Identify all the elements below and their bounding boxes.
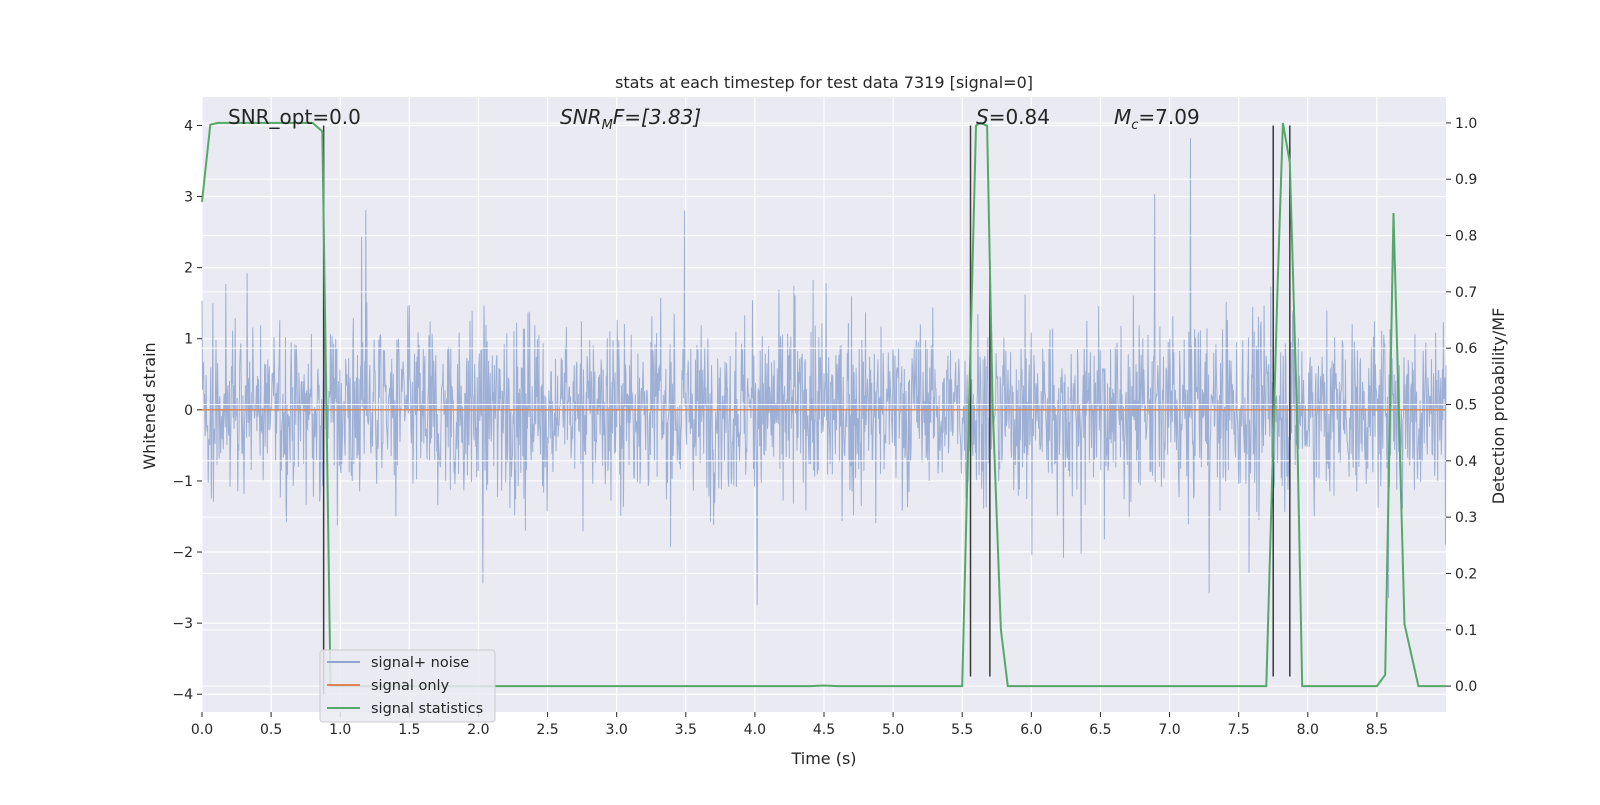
x-tick-label: 7.5 [1228,722,1250,738]
x-tick-label: 4.5 [813,722,835,738]
legend-box [319,649,496,723]
snr-mf-annotation: SNRMF=[3.83] [560,105,701,133]
signal-plus-noise-line [201,138,1447,606]
legend-label-signal-statistics: signal statistics [371,701,483,717]
left-tick-label: 2 [184,261,193,277]
x-tick-label: 1.0 [329,722,351,738]
right-axis-ticks: 1.0 0.9 0.8 0.7 0.6 0.5 0.4 0.3 0.2 0.1 0.0 [1446,116,1477,695]
left-axis-ticks: 4 3 2 1 0 −1 −2 −3 −4 [172,118,202,703]
x-tick-label: 8.0 [1297,722,1319,738]
left-tick-label: −2 [172,545,193,561]
left-tick-label: 0 [184,403,193,419]
left-tick-label: 3 [184,190,193,206]
x-tick-label: 5.0 [882,722,904,738]
x-tick-label: 6.0 [1020,722,1042,738]
signal-statistics-series [201,121,1446,688]
right-tick-label: 0.9 [1455,172,1477,188]
x-axis-label: Time (s) [790,749,856,768]
legend-label-signal-plus-noise: signal+ noise [371,655,469,671]
legend: signal+ noise signal only signal statist… [319,649,496,723]
x-tick-label: 7.0 [1158,722,1180,738]
x-tick-label: 5.5 [951,722,973,738]
x-tick-label: 2.0 [467,722,489,738]
right-tick-label: 0.8 [1455,229,1477,245]
x-tick-label: 0.5 [260,722,282,738]
left-tick-label: −4 [172,687,193,703]
signal-plus-noise-series [201,138,1447,606]
mc-annotation: Mc=7.09 [1114,105,1200,133]
right-tick-label: 0.3 [1455,510,1477,526]
x-axis-ticks: 0.0 0.5 1.0 1.5 2.0 2.5 3.0 3.5 4.0 4.5 5.0 5.5 6.0 6… [191,712,1388,738]
snr-opt-annotation: SNR_opt=0.0 [228,105,361,129]
x-tick-label: 6.5 [1089,722,1111,738]
right-tick-label: 1.0 [1455,116,1477,132]
left-axis-label: Whitened strain [140,342,159,469]
right-tick-label: 0.6 [1455,341,1477,357]
legend-label-signal-only: signal only [371,678,450,694]
signal-statistics-line [201,121,1446,688]
right-tick-label: 0.2 [1455,566,1477,582]
left-tick-label: 1 [184,332,193,348]
x-tick-label: 4.0 [744,722,766,738]
right-tick-label: 0.1 [1455,623,1477,639]
right-tick-label: 0.7 [1455,285,1477,301]
left-tick-label: −1 [172,474,193,490]
x-tick-label: 8.5 [1366,722,1388,738]
left-tick-label: −3 [172,616,193,632]
x-tick-label: 0.0 [191,722,213,738]
right-tick-label: 0.0 [1455,679,1477,695]
x-tick-label: 3.5 [675,722,697,738]
x-tick-label: 1.5 [398,722,420,738]
s-annotation: S=0.84 [976,105,1050,129]
right-axis-label: Detection probability/MF [1489,308,1508,505]
chart-title: stats at each timestep for test data 731… [615,73,1033,92]
x-tick-label: 2.5 [536,722,558,738]
right-tick-label: 0.5 [1455,398,1477,414]
x-tick-label: 3.0 [606,722,628,738]
right-tick-label: 0.4 [1455,454,1477,470]
left-tick-label: 4 [184,118,193,134]
